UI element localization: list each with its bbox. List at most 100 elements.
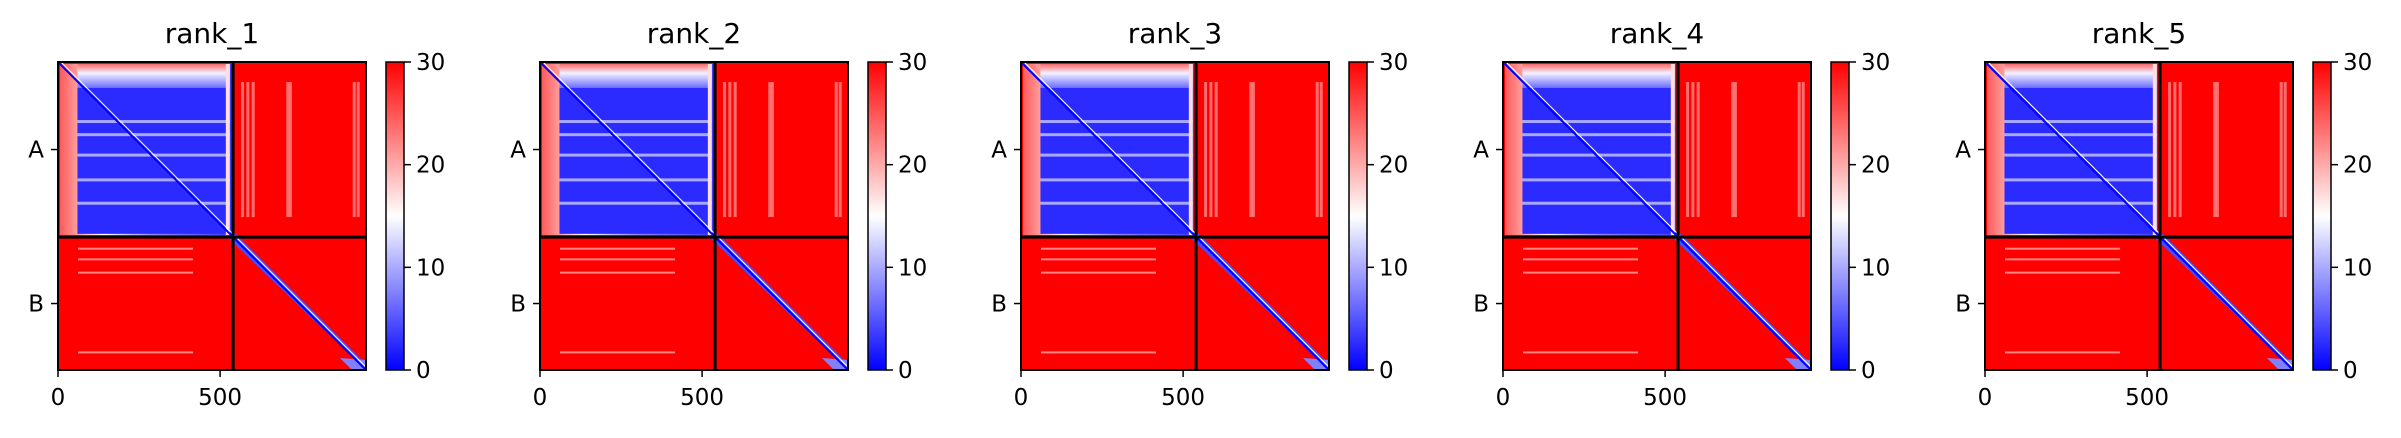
self-diagonal-highlight — [1023, 61, 1330, 368]
y-tick-label: B — [991, 292, 1007, 318]
panel-title: rank_3 — [1128, 17, 1222, 50]
heatmap-panel-1: rank_1 A B 0 500 0 10 20 30 — [28, 17, 445, 411]
colorbar-gradient — [386, 62, 404, 370]
self-diagonal-highlight — [1505, 61, 1812, 368]
ab-streak — [2213, 82, 2217, 218]
heatmap-frame — [57, 61, 367, 371]
ba-streak — [560, 271, 676, 274]
colorbar-tick-label: 0 — [898, 358, 913, 384]
colorbar-tick-label: 10 — [2343, 255, 2372, 281]
chain-a-stripe — [559, 178, 712, 182]
chain-a-block-edge — [225, 64, 230, 236]
chain-a-block-top — [1522, 64, 1675, 90]
chain-a-block-edge — [1670, 64, 1675, 236]
ab-streak — [2173, 82, 2177, 218]
colorbar-tick-label: 0 — [416, 358, 431, 384]
ab-streak — [1733, 82, 1737, 218]
ab-streak — [251, 82, 255, 218]
y-tick-label: B — [1955, 292, 1971, 318]
ab-streak — [1214, 82, 1218, 218]
y-tick-label: B — [510, 292, 526, 318]
self-diagonal — [1502, 61, 1812, 371]
x-tick-label: 500 — [680, 385, 724, 411]
colorbar-tick-label: 0 — [2343, 358, 2358, 384]
chain-a-block-top — [2004, 64, 2157, 90]
ab-streak — [2279, 82, 2283, 218]
ba-streak — [1041, 271, 1157, 274]
colorbar-tick-label: 30 — [416, 50, 445, 76]
heatmap-panel-2: rank_2 A B 0 500 0 10 20 30 — [510, 17, 927, 411]
colorbar-gradient — [868, 62, 886, 370]
chain-a-block-top — [559, 64, 712, 90]
colorbar-tick-label: 10 — [416, 255, 445, 281]
self-diagonal-highlight — [1987, 61, 2294, 368]
y-tick-label: A — [510, 138, 526, 164]
ab-streak — [1731, 82, 1735, 218]
chain-a-stripe — [1522, 120, 1675, 124]
ab-streak — [1797, 82, 1801, 218]
ab-streak — [1315, 82, 1319, 218]
colorbar-gradient — [1831, 62, 1849, 370]
chain-a-stripe — [1522, 201, 1675, 205]
ba-streak — [1523, 247, 1639, 250]
x-tick-label: 500 — [2125, 385, 2169, 411]
ab-streak — [286, 82, 290, 218]
ab-streak — [770, 82, 774, 218]
chain-a-stripe — [1040, 178, 1193, 182]
self-diagonal — [1984, 61, 2294, 371]
ba-streak — [1523, 351, 1639, 354]
chain-a-block-edge — [1188, 64, 1193, 236]
ab-streak — [2178, 82, 2182, 218]
chain-a-stripe — [559, 201, 712, 205]
ab-streak — [1319, 82, 1323, 218]
chain-a-stripe — [1522, 178, 1675, 182]
ba-streak — [1041, 247, 1157, 250]
ba-streak — [78, 247, 194, 250]
colorbar-tick-label: 20 — [416, 153, 445, 179]
chain-a-stripe — [2004, 133, 2157, 137]
self-diagonal — [57, 61, 367, 371]
ab-streak — [352, 82, 356, 218]
ba-streak — [78, 351, 194, 354]
ab-streak — [356, 82, 360, 218]
ba-streak — [2005, 247, 2121, 250]
colorbar-tick-label: 10 — [1861, 255, 1890, 281]
x-tick-label: 500 — [198, 385, 242, 411]
ab-streak — [2283, 82, 2287, 218]
self-diagonal — [539, 61, 849, 371]
chain-a-stripe — [2004, 120, 2157, 124]
ab-streak — [1204, 82, 1208, 218]
ba-streak — [560, 247, 676, 250]
heatmap-panel-3: rank_3 A B 0 500 0 10 20 30 — [991, 17, 1408, 411]
colorbar-frame — [1348, 61, 1368, 371]
ab-streak — [2215, 82, 2219, 218]
chain-a-stripe — [77, 178, 230, 182]
chain-a-stripe — [1040, 133, 1193, 137]
y-tick-label: A — [1473, 138, 1489, 164]
ba-streak — [1041, 351, 1157, 354]
ab-streak — [834, 82, 838, 218]
ab-streak — [2168, 82, 2172, 218]
heatmap-panel-5: rank_5 A B 0 500 0 10 20 30 — [1955, 17, 2372, 411]
heatmap-frame — [1502, 61, 1812, 371]
panel-title: rank_1 — [165, 17, 259, 50]
ba-streak — [1041, 258, 1157, 261]
self-diagonal-highlight — [542, 61, 849, 368]
x-tick-label: 500 — [1161, 385, 1205, 411]
colorbar-tick-label: 20 — [1861, 153, 1890, 179]
ab-streak — [1696, 82, 1700, 218]
heatmap-frame — [1020, 61, 1330, 371]
ba-streak — [78, 258, 194, 261]
ab-streak — [723, 82, 727, 218]
self-diagonal — [1020, 61, 1330, 371]
y-tick-label: A — [28, 138, 44, 164]
ba-streak — [560, 258, 676, 261]
ab-streak — [838, 82, 842, 218]
chain-a-stripe — [1040, 201, 1193, 205]
x-tick-label: 0 — [533, 385, 548, 411]
chain-a-stripe — [1040, 120, 1193, 124]
ab-streak — [1251, 82, 1255, 218]
ab-streak — [1209, 82, 1213, 218]
colorbar-gradient — [1349, 62, 1367, 370]
